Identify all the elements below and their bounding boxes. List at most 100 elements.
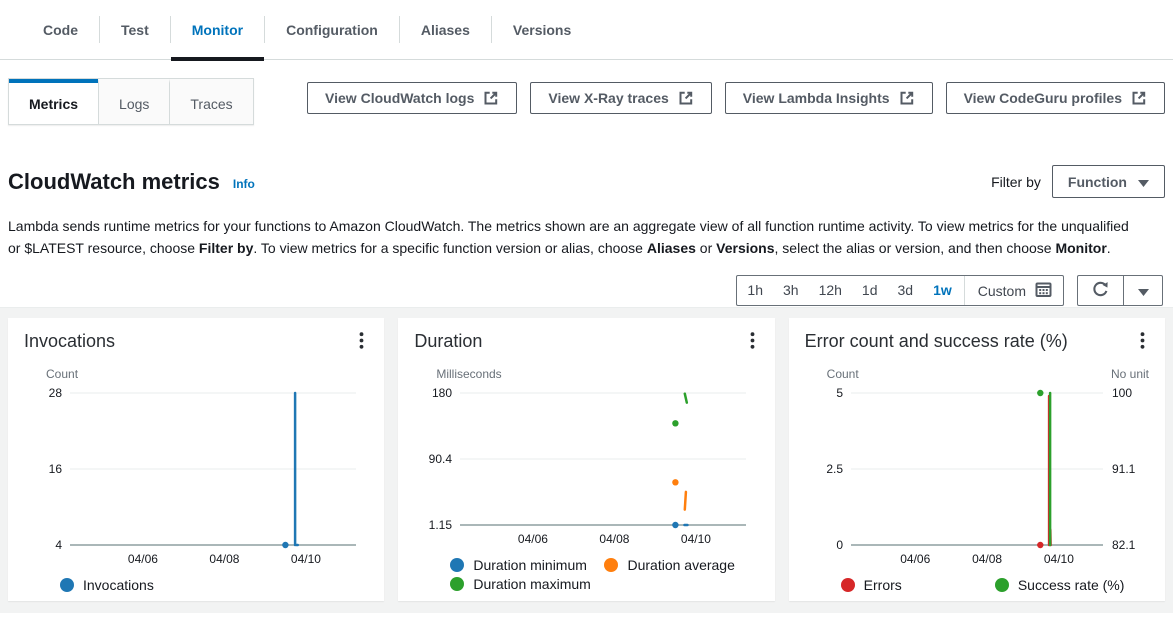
svg-text:2.5: 2.5 bbox=[826, 462, 843, 476]
legend-item[interactable]: Errors bbox=[841, 577, 995, 593]
chart-card-error-success: Error count and success rate (%) Count N… bbox=[789, 318, 1165, 601]
view-xray-traces-button[interactable]: View X-Ray traces bbox=[530, 82, 711, 114]
tab-test[interactable]: Test bbox=[100, 0, 170, 59]
filter-function-dropdown[interactable]: Function bbox=[1052, 165, 1165, 198]
legend-label: Duration minimum bbox=[473, 557, 587, 573]
legend-color-dot bbox=[450, 577, 464, 591]
legend-item[interactable]: Duration average bbox=[604, 557, 758, 573]
chart-card-invocations: Invocations Count 2816404/0604/0804/10 I… bbox=[8, 318, 384, 601]
refresh-split-button bbox=[1077, 275, 1163, 306]
chart-card-duration: Duration Milliseconds 18090.41.1504/0604… bbox=[398, 318, 774, 601]
legend-color-dot bbox=[995, 578, 1009, 592]
svg-text:82.1: 82.1 bbox=[1112, 538, 1136, 552]
subtab-logs[interactable]: Logs bbox=[98, 79, 169, 124]
refresh-options-dropdown[interactable] bbox=[1123, 276, 1162, 305]
legend-item[interactable]: Invocations bbox=[60, 577, 214, 593]
view-cloudwatch-logs-button[interactable]: View CloudWatch logs bbox=[307, 82, 517, 114]
legend-item[interactable]: Duration minimum bbox=[450, 557, 604, 573]
time-range-12h[interactable]: 12h bbox=[809, 276, 852, 305]
legend-label: Success rate (%) bbox=[1018, 577, 1125, 593]
svg-text:04/06: 04/06 bbox=[900, 552, 930, 566]
time-range-control: 1h 3h 12h 1d 3d 1w Custom bbox=[736, 275, 1064, 306]
chevron-down-icon bbox=[1138, 174, 1149, 190]
tab-code[interactable]: Code bbox=[22, 0, 99, 59]
chart-title: Invocations bbox=[24, 330, 115, 352]
tab-label: Code bbox=[43, 22, 78, 38]
time-range-3h[interactable]: 3h bbox=[773, 276, 809, 305]
axis-units-row: Count bbox=[24, 367, 368, 381]
subtab-metrics[interactable]: Metrics bbox=[9, 79, 98, 124]
chart-menu-kebab-icon[interactable] bbox=[1136, 330, 1149, 354]
left-axis-unit: Milliseconds bbox=[436, 367, 501, 381]
right-axis-unit: No unit bbox=[1111, 367, 1149, 381]
svg-text:04/10: 04/10 bbox=[291, 552, 321, 566]
view-codeguru-profiles-button[interactable]: View CodeGuru profiles bbox=[946, 82, 1165, 114]
legend-label: Invocations bbox=[83, 577, 154, 593]
time-range-1d[interactable]: 1d bbox=[852, 276, 888, 305]
page-title: CloudWatch metrics bbox=[8, 169, 220, 195]
time-range-1w-selected[interactable]: 1w bbox=[923, 276, 962, 305]
svg-text:16: 16 bbox=[49, 462, 63, 476]
time-range-1h[interactable]: 1h bbox=[737, 276, 773, 305]
svg-text:1.15: 1.15 bbox=[429, 518, 453, 532]
time-range-3d[interactable]: 3d bbox=[888, 276, 924, 305]
chart-menu-kebab-icon[interactable] bbox=[355, 330, 368, 354]
chart-legend: Errors Success rate (%) bbox=[805, 577, 1149, 593]
card-header: Invocations bbox=[24, 330, 368, 354]
refresh-button[interactable] bbox=[1078, 276, 1123, 305]
svg-text:04/06: 04/06 bbox=[518, 532, 548, 546]
card-header: Duration bbox=[414, 330, 758, 354]
left-axis-unit: Count bbox=[46, 367, 78, 381]
monitor-subbar: Metrics Logs Traces View CloudWatch logs… bbox=[0, 60, 1173, 125]
info-link[interactable]: Info bbox=[233, 177, 255, 191]
legend-color-dot bbox=[604, 558, 618, 572]
chart-title: Error count and success rate (%) bbox=[805, 330, 1068, 352]
description-text: Lambda sends runtime metrics for your fu… bbox=[8, 215, 1133, 259]
tab-monitor[interactable]: Monitor bbox=[171, 0, 264, 59]
svg-text:04/06: 04/06 bbox=[128, 552, 158, 566]
tab-label: Configuration bbox=[286, 22, 378, 38]
calendar-icon bbox=[1035, 281, 1052, 301]
svg-text:91.1: 91.1 bbox=[1112, 462, 1136, 476]
axis-units-row: Milliseconds bbox=[414, 367, 758, 381]
time-range-custom[interactable]: Custom bbox=[967, 281, 1063, 301]
metrics-subtabs: Metrics Logs Traces bbox=[8, 78, 254, 125]
chart-plot: 2816404/0604/0804/10 bbox=[24, 385, 368, 571]
external-actions: View CloudWatch logs View X-Ray traces V… bbox=[307, 82, 1165, 114]
refresh-icon bbox=[1091, 280, 1110, 302]
svg-text:0: 0 bbox=[836, 538, 843, 552]
button-label: View CloudWatch logs bbox=[325, 90, 474, 106]
svg-text:04/10: 04/10 bbox=[1044, 552, 1074, 566]
chart-plot: 18090.41.1504/0604/0804/10 bbox=[414, 385, 758, 551]
left-axis-unit: Count bbox=[827, 367, 859, 381]
range-divider bbox=[964, 276, 965, 305]
external-link-icon bbox=[483, 90, 499, 106]
svg-text:4: 4 bbox=[55, 538, 62, 552]
metrics-cards: Invocations Count 2816404/0604/0804/10 I… bbox=[0, 308, 1173, 601]
svg-text:04/08: 04/08 bbox=[600, 532, 630, 546]
svg-text:90.4: 90.4 bbox=[429, 452, 453, 466]
tab-versions[interactable]: Versions bbox=[492, 0, 592, 59]
button-label: View X-Ray traces bbox=[548, 90, 668, 106]
legend-item[interactable]: Success rate (%) bbox=[995, 577, 1149, 593]
filter-selected-value: Function bbox=[1068, 174, 1127, 190]
subtab-label: Logs bbox=[119, 96, 149, 112]
subtab-label: Traces bbox=[190, 96, 232, 112]
subtab-traces[interactable]: Traces bbox=[169, 79, 252, 124]
tab-configuration[interactable]: Configuration bbox=[265, 0, 399, 59]
external-link-icon bbox=[1131, 90, 1147, 106]
tab-aliases[interactable]: Aliases bbox=[400, 0, 491, 59]
time-range-toolbar: 1h 3h 12h 1d 3d 1w Custom bbox=[0, 274, 1173, 308]
subtab-label: Metrics bbox=[29, 96, 78, 112]
external-link-icon bbox=[899, 90, 915, 106]
metrics-panel: 1h 3h 12h 1d 3d 1w Custom Invocations bbox=[0, 274, 1173, 613]
legend-item[interactable]: Duration maximum bbox=[450, 576, 604, 592]
chart-menu-kebab-icon[interactable] bbox=[746, 330, 759, 354]
filter-by-control: Filter by Function bbox=[991, 165, 1165, 198]
svg-text:04/08: 04/08 bbox=[209, 552, 239, 566]
view-lambda-insights-button[interactable]: View Lambda Insights bbox=[725, 82, 933, 114]
metrics-header: CloudWatch metrics Info Filter by Functi… bbox=[8, 165, 1165, 198]
card-header: Error count and success rate (%) bbox=[805, 330, 1149, 354]
caret-down-icon bbox=[1138, 283, 1149, 299]
tab-label: Versions bbox=[513, 22, 571, 38]
